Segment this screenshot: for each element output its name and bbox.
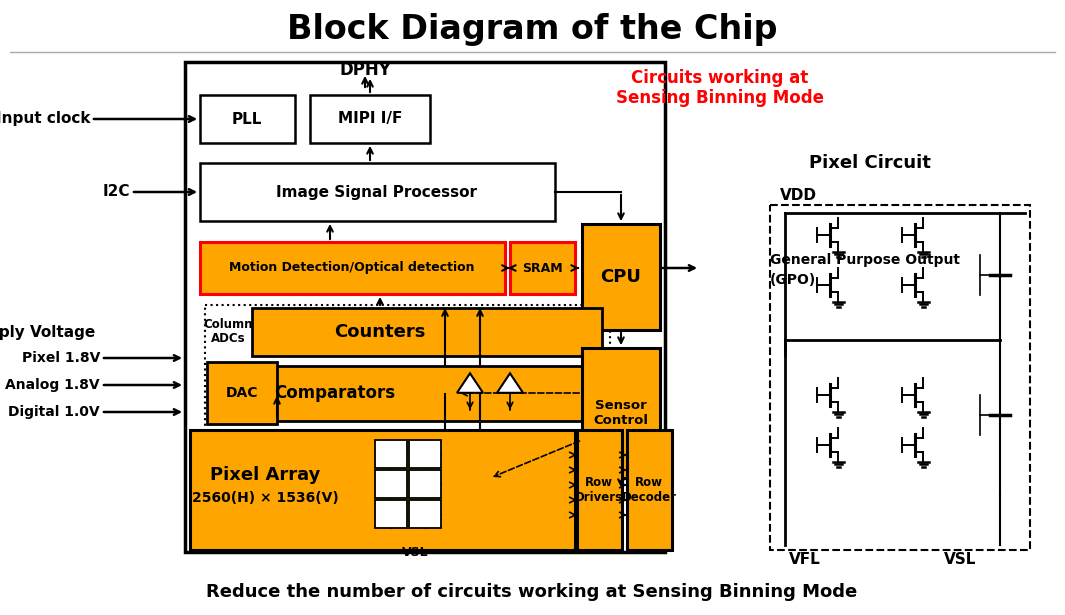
- Text: DAC: DAC: [226, 386, 258, 400]
- Text: Pixel Circuit: Pixel Circuit: [809, 154, 931, 172]
- Text: Motion Detection/Optical detection: Motion Detection/Optical detection: [229, 261, 475, 274]
- Text: Reduce the number of circuits working at Sensing Binning Mode: Reduce the number of circuits working at…: [207, 583, 857, 601]
- Bar: [627, 430, 672, 550]
- Text: Analog 1.8V: Analog 1.8V: [5, 378, 100, 392]
- Text: Sensing Binning Mode: Sensing Binning Mode: [616, 89, 824, 107]
- Text: Comparators: Comparators: [275, 384, 395, 402]
- Bar: [375, 440, 407, 468]
- Text: MIPI I/F: MIPI I/F: [338, 111, 403, 127]
- Bar: [190, 430, 575, 550]
- Bar: [770, 205, 1030, 550]
- Text: 2560(H) × 1536(V): 2560(H) × 1536(V): [192, 491, 339, 505]
- Text: VSL: VSL: [944, 552, 977, 568]
- Bar: [409, 470, 441, 498]
- Text: Row
Drivers: Row Drivers: [575, 476, 623, 504]
- Text: Digital 1.0V: Digital 1.0V: [9, 405, 100, 419]
- Polygon shape: [497, 373, 523, 393]
- Text: (GPO): (GPO): [770, 273, 816, 287]
- Text: SRAM: SRAM: [522, 261, 562, 274]
- Text: Input clock: Input clock: [0, 111, 91, 127]
- Text: Block Diagram of the Chip: Block Diagram of the Chip: [286, 14, 777, 47]
- Text: Column: Column: [203, 319, 252, 331]
- Bar: [375, 500, 407, 528]
- Text: CPU: CPU: [601, 268, 641, 286]
- Bar: [200, 163, 555, 221]
- Text: Counters: Counters: [334, 323, 426, 341]
- Text: PLL: PLL: [232, 111, 262, 127]
- Bar: [200, 242, 505, 294]
- Text: ADCs: ADCs: [211, 331, 245, 344]
- Bar: [581, 348, 660, 478]
- Text: Supply Voltage: Supply Voltage: [0, 325, 95, 339]
- Bar: [577, 430, 622, 550]
- Bar: [252, 308, 602, 356]
- Text: Pixel Array: Pixel Array: [210, 466, 321, 484]
- Text: VSL: VSL: [402, 546, 428, 558]
- Bar: [310, 95, 430, 143]
- Text: Pixel 1.8V: Pixel 1.8V: [21, 351, 100, 365]
- Bar: [204, 305, 610, 460]
- Text: Circuits working at: Circuits working at: [632, 69, 808, 87]
- Text: Sensor
Control: Sensor Control: [593, 399, 649, 427]
- Bar: [375, 470, 407, 498]
- Bar: [185, 62, 665, 552]
- Polygon shape: [457, 373, 484, 393]
- Text: I2C: I2C: [102, 184, 130, 199]
- Text: General Purpose Output: General Purpose Output: [770, 253, 960, 267]
- Bar: [510, 242, 575, 294]
- Text: VDD: VDD: [780, 188, 817, 202]
- Bar: [581, 224, 660, 330]
- Text: Row
Decoder: Row Decoder: [622, 476, 676, 504]
- Text: DPHY: DPHY: [339, 61, 391, 79]
- Bar: [252, 366, 602, 421]
- Text: Image Signal Processor: Image Signal Processor: [277, 184, 477, 199]
- Bar: [409, 440, 441, 468]
- Bar: [200, 95, 295, 143]
- Text: VFL: VFL: [789, 552, 821, 568]
- Bar: [409, 500, 441, 528]
- Bar: [207, 362, 277, 424]
